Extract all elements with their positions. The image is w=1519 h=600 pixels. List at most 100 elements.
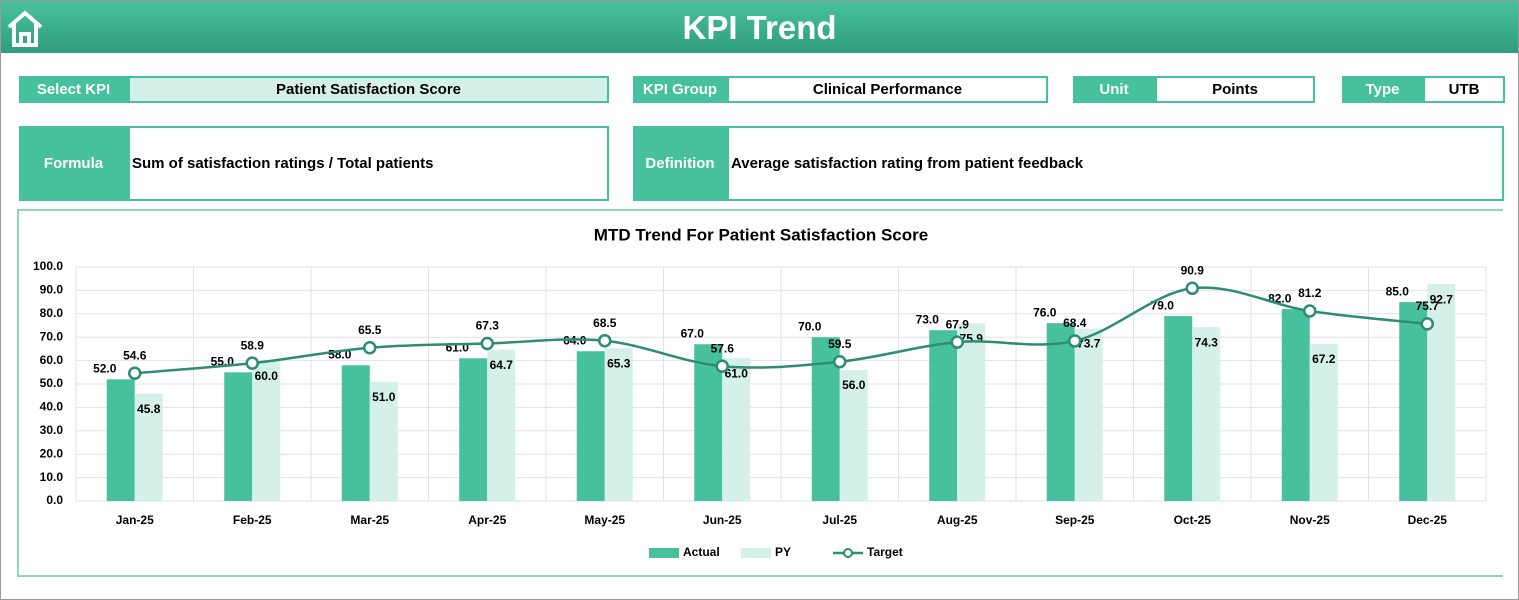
- data-label: 51.0: [372, 390, 396, 404]
- target-marker: [363, 340, 377, 355]
- y-tick-label: 0.0: [46, 493, 63, 507]
- x-tick-label: Oct-25: [1174, 513, 1212, 527]
- data-label: 57.6: [711, 341, 735, 355]
- data-label: 90.9: [1181, 263, 1205, 277]
- data-label: 67.2: [1312, 352, 1336, 366]
- header-bar: [1, 1, 1518, 53]
- x-tick-label: Aug-25: [937, 513, 978, 527]
- y-tick-label: 90.0: [40, 283, 64, 297]
- data-label: 45.8: [137, 402, 161, 416]
- target-line: [134, 286, 1428, 375]
- field-label: Type: [1342, 76, 1423, 103]
- data-label: 58.9: [241, 338, 265, 352]
- bar: [1309, 343, 1338, 501]
- x-tick-label: Nov-25: [1290, 513, 1330, 527]
- legend-label: PY: [775, 545, 791, 559]
- bar: [106, 379, 135, 501]
- x-tick-label: May-25: [584, 513, 625, 527]
- y-tick-label: 10.0: [40, 470, 64, 484]
- bar: [1046, 323, 1075, 501]
- data-label: 67.3: [476, 319, 500, 333]
- data-label: 67.9: [946, 317, 970, 331]
- field-value[interactable]: Patient Satisfaction Score: [128, 76, 609, 103]
- chart-title: MTD Trend For Patient Satisfaction Score: [594, 225, 928, 244]
- field-value: Average satisfaction rating from patient…: [727, 126, 1504, 201]
- page-title: KPI Trend: [682, 9, 837, 46]
- data-label: 68.5: [593, 316, 617, 330]
- bar: [134, 393, 163, 501]
- field-label: Formula: [19, 126, 128, 201]
- legend-label: Actual: [683, 545, 720, 559]
- x-tick-label: Jun-25: [703, 513, 742, 527]
- bar: [1192, 327, 1221, 501]
- data-label: 81.2: [1298, 286, 1322, 300]
- data-label: 75.7: [1416, 299, 1440, 313]
- data-label: 67.0: [681, 326, 705, 340]
- data-label: 65.3: [607, 356, 631, 370]
- data-label: 68.4: [1063, 316, 1087, 330]
- field-label: Definition: [633, 126, 727, 201]
- field-label: Select KPI: [19, 76, 128, 103]
- field-value: Points: [1155, 76, 1315, 103]
- data-label: 61.0: [725, 366, 749, 380]
- y-tick-label: 70.0: [40, 329, 64, 343]
- data-label: 74.3: [1195, 335, 1219, 349]
- bar: [459, 358, 488, 501]
- bar: [252, 360, 281, 501]
- bar: [929, 330, 958, 501]
- bar: [957, 323, 986, 501]
- y-tick-label: 100.0: [33, 259, 63, 273]
- target-marker: [1303, 304, 1317, 318]
- data-label: 76.0: [1033, 305, 1057, 319]
- bar: [604, 348, 633, 501]
- bar: [1399, 302, 1428, 501]
- y-tick-label: 20.0: [40, 446, 64, 460]
- data-label: 85.0: [1386, 284, 1410, 298]
- legend-label: Target: [867, 545, 903, 559]
- y-tick-label: 40.0: [40, 400, 64, 414]
- data-label: 65.5: [358, 323, 382, 337]
- bar: [487, 349, 516, 501]
- bar: [839, 369, 868, 501]
- data-label: 60.0: [255, 369, 279, 383]
- legend-swatch: [741, 548, 771, 558]
- x-tick-label: Dec-25: [1408, 513, 1448, 527]
- bar: [1281, 309, 1310, 501]
- bar: [341, 365, 370, 501]
- target-marker: [598, 333, 612, 348]
- bar: [576, 351, 605, 501]
- y-tick-label: 50.0: [40, 376, 64, 390]
- chart-panel: [17, 209, 1503, 577]
- target-marker: [1185, 281, 1199, 296]
- data-label: 73.7: [1077, 337, 1101, 351]
- data-label: 59.5: [828, 337, 852, 351]
- x-tick-label: Jul-25: [822, 513, 857, 527]
- y-tick-label: 80.0: [40, 306, 64, 320]
- y-tick-label: 60.0: [40, 353, 64, 367]
- x-tick-label: Feb-25: [233, 513, 272, 527]
- x-tick-label: Apr-25: [468, 513, 506, 527]
- x-tick-label: Sep-25: [1055, 513, 1095, 527]
- home-icon[interactable]: [3, 5, 51, 53]
- field-value: Clinical Performance: [727, 76, 1048, 103]
- y-tick-label: 30.0: [40, 423, 64, 437]
- bar: [369, 381, 398, 501]
- bar: [1164, 316, 1193, 501]
- field-value: UTB: [1423, 76, 1505, 103]
- bar: [1074, 328, 1103, 501]
- target-marker: [245, 356, 259, 370]
- target-marker: [1420, 317, 1434, 331]
- data-label: 54.6: [123, 348, 147, 362]
- data-label: 52.0: [93, 361, 117, 375]
- data-label: 61.0: [446, 340, 470, 354]
- bar: [224, 372, 253, 501]
- target-marker: [715, 359, 729, 373]
- x-tick-label: Jan-25: [116, 513, 154, 527]
- data-label: 70.0: [798, 319, 822, 333]
- field-label: Unit: [1073, 76, 1155, 103]
- bar: [1427, 284, 1456, 501]
- data-label: 73.0: [916, 312, 940, 326]
- legend-swatch: [649, 548, 679, 558]
- target-marker: [833, 355, 847, 369]
